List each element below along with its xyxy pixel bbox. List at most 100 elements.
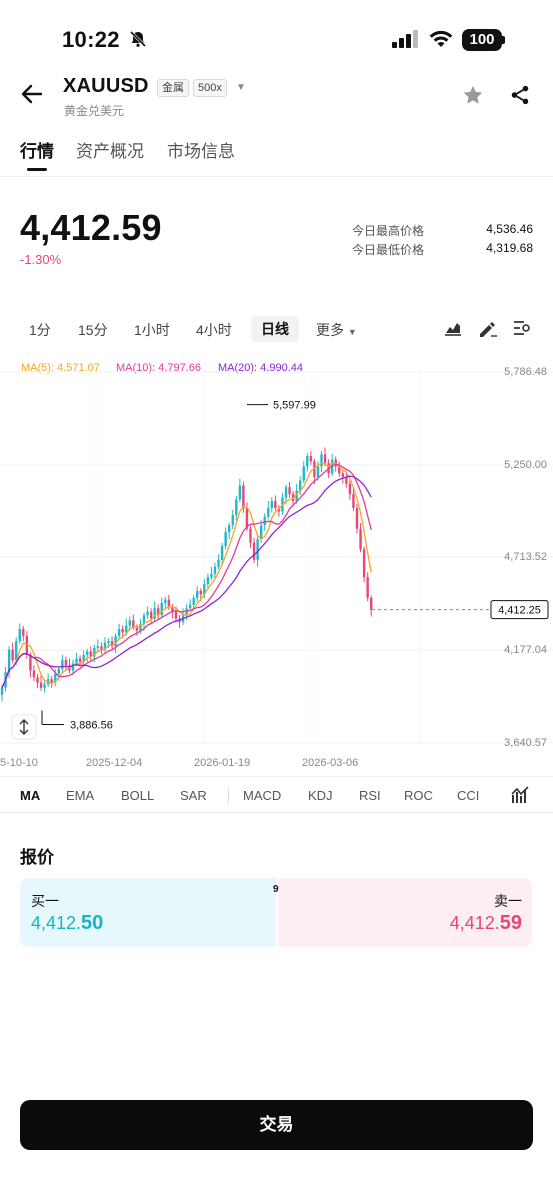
draw-tool-icon[interactable] [478,320,498,343]
tab-asset-overview[interactable]: 资产概况 [76,142,144,161]
candle-body [220,546,224,560]
indicator-ema[interactable]: EMA [66,788,95,803]
candle-body [245,507,249,529]
ma10-line [1,463,372,689]
candle-body [86,651,89,655]
y-tick-3: 4,177.04 [504,644,547,656]
ma10-legend: MA(10): 4,797.66 [116,362,201,374]
tab-divider [0,176,553,177]
candle-body [139,623,142,631]
candle-body [199,590,202,595]
candle-body [146,611,149,616]
indicator-roc[interactable]: ROC [404,788,433,803]
candle-body [196,590,199,598]
candle-body [50,679,53,683]
candle-body [231,514,234,526]
chart-settings-icon[interactable] [513,320,531,341]
interval-1m[interactable]: 1分 [29,322,51,338]
favorite-star-icon[interactable] [462,84,484,111]
indicator-sar[interactable]: SAR [180,788,207,803]
ask-label: 卖一 [494,893,522,909]
candle-body [274,501,277,508]
y-tick-1: 5,250.00 [504,459,547,471]
candle-body [167,599,171,607]
bid-box[interactable] [20,878,276,947]
candle-body [174,611,178,619]
candle-body [18,628,21,642]
candle-body [157,608,160,616]
indicator-cci[interactable]: CCI [457,788,480,803]
back-arrow-icon[interactable] [20,82,44,111]
chart-grid [0,371,553,744]
last-price: 4,412.59 [20,207,162,248]
trade-button[interactable]: 交易 [20,1100,533,1150]
candle-body [93,648,96,657]
candle-body [64,660,68,666]
candle-body [309,456,313,462]
candle-body [39,682,43,688]
candle-body [256,539,259,560]
symbol-title: XAUUSD [63,75,149,97]
battery-indicator: 100 [462,29,502,51]
candle-body [160,603,163,616]
candle-body [78,658,82,662]
candle-body [267,507,270,517]
candle-body [362,549,366,578]
candle-body [11,649,14,661]
indicator-rsi[interactable]: RSI [359,788,381,803]
interval-daily[interactable]: 日线 [251,316,299,342]
interval-4h[interactable]: 4小时 [196,322,232,338]
chart-type-icon[interactable] [444,320,462,341]
price-chart[interactable]: 5,597.99 3,886.56 4,412.25 [0,355,553,755]
candle-body [43,684,46,688]
ask-price: 4,412.59 [450,912,522,935]
candle-body [320,454,323,467]
indicator-boll[interactable]: BOLL [121,788,155,803]
candle-body [110,641,114,647]
candle-body [135,627,139,631]
candle-body [149,611,153,619]
candle-body [345,476,348,484]
category-tag: 金属 [157,79,189,97]
day-low-label: 今日最低价格 [352,243,425,257]
day-low-value: 4,319.68 [486,241,533,255]
tab-market-info[interactable]: 市场信息 [167,142,235,161]
day-high-value: 4,536.46 [486,222,533,236]
interval-1h[interactable]: 1小时 [134,322,170,338]
scale-arrows-icon [19,719,29,735]
candle-body [132,620,135,628]
tab-market[interactable]: 行情 [20,142,54,161]
candle-body [284,487,288,498]
candle-body [54,673,57,683]
candle-body [295,490,298,502]
price-change: -1.30% [20,252,62,267]
interval-more[interactable]: 更多 ▼ [316,320,357,340]
candle-body [125,625,128,633]
ask-box[interactable] [278,878,532,947]
indicator-macd[interactable]: MACD [243,788,282,803]
candle-body [341,473,344,477]
interval-15m[interactable]: 15分 [78,322,108,338]
y-tick-0: 5,786.48 [504,366,547,378]
candle-body [206,577,210,585]
battery-tip [502,36,505,44]
candle-body [249,528,252,543]
indicator-settings-icon[interactable] [511,786,531,809]
indicator-ma[interactable]: MA [20,788,41,803]
candle-body [36,677,39,683]
bid-price-prefix: 4,412. [31,913,82,933]
indicator-kdj[interactable]: KDJ [308,788,333,803]
candle-body [153,608,156,619]
candle-body [263,516,266,526]
share-icon[interactable] [509,84,531,111]
current-price-box [490,600,549,620]
chart-bottom-divider [0,776,553,777]
current-price-label: 4,412.25 [498,605,541,617]
candle-body [252,542,256,560]
indicator-separator [228,788,229,803]
candle-body [213,566,217,574]
symbol-dropdown-icon[interactable]: ▼ [236,82,246,93]
candle-body [100,646,103,650]
candle-body [259,525,263,540]
candle-body [242,485,245,508]
